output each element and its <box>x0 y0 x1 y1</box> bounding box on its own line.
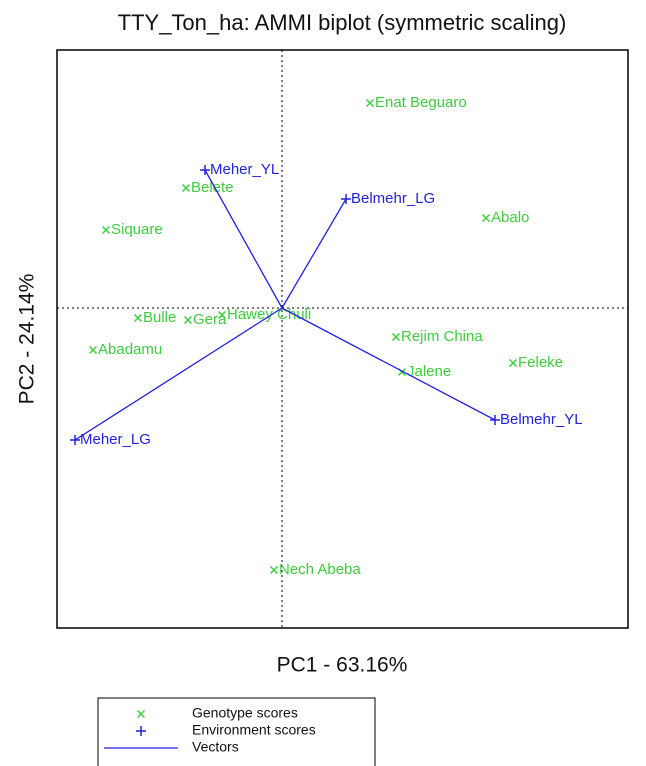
genotype-marker <box>508 358 518 368</box>
genotype-marker <box>133 313 143 323</box>
legend-label: Genotype scores <box>192 705 298 721</box>
point-label: Meher_YL <box>210 161 279 178</box>
environment-marker <box>341 194 351 204</box>
point-label: Abalo <box>491 209 529 226</box>
environment-marker <box>490 415 500 425</box>
genotype-marker <box>181 183 191 193</box>
point-label: Meher_LG <box>80 431 151 448</box>
point-label: Siquare <box>111 221 163 238</box>
genotype-marker <box>101 225 111 235</box>
point-label: Nech Abeba <box>279 561 361 578</box>
environment-marker <box>70 435 80 445</box>
legend-label: Vectors <box>192 739 239 755</box>
legend-box <box>97 697 376 766</box>
genotype-marker <box>269 565 279 575</box>
point-label: Belmehr_YL <box>500 411 583 428</box>
point-label: Belmehr_LG <box>351 190 435 207</box>
point-label: Rejim China <box>401 328 483 345</box>
point-label: Bulle <box>143 309 176 326</box>
point-label: Belete <box>191 179 234 196</box>
x-axis-label: PC1 - 63.16% <box>277 654 408 677</box>
vector <box>204 169 283 309</box>
legend-marker <box>136 726 146 736</box>
genotype-marker <box>217 310 227 320</box>
environment-marker <box>200 165 210 175</box>
genotype-marker <box>481 213 491 223</box>
chart-title: TTY_Ton_ha: AMMI biplot (symmetric scali… <box>118 10 567 35</box>
genotype-marker <box>391 332 401 342</box>
genotype-marker <box>88 345 98 355</box>
vector <box>281 198 347 309</box>
legend-label: Environment scores <box>192 722 316 738</box>
plot-frame <box>56 49 629 629</box>
legend-marker <box>136 709 146 719</box>
y-axis-label: PC2 - 24.14% <box>16 274 39 405</box>
point-label: Hawey Chuli <box>227 306 311 323</box>
vector <box>281 307 496 421</box>
point-label: Abadamu <box>98 341 162 358</box>
vector <box>74 307 283 441</box>
genotype-marker <box>183 315 193 325</box>
point-label: Enat Beguaro <box>375 94 467 111</box>
point-label: Gera <box>193 311 227 328</box>
point-label: Jalene <box>407 363 451 380</box>
point-label: Feleke <box>518 354 563 371</box>
genotype-marker <box>365 98 375 108</box>
